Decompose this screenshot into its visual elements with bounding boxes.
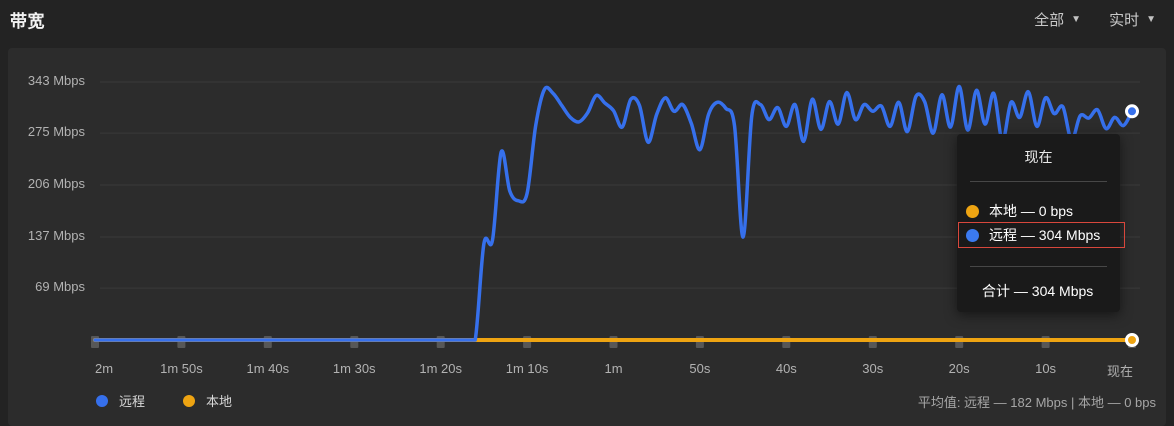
chart-legend: 远程 本地 (96, 391, 232, 410)
x-axis-label: 现在 (1106, 364, 1134, 379)
x-axis-label: 30s (862, 361, 884, 376)
y-axis-label: 206 Mbps (27, 176, 85, 191)
y-axis-label: 343 Mbps (27, 73, 85, 88)
hover-tooltip: 现在 本地 — 0 bps 远程 — 304 Mbps 合计 — 304 Mbps (957, 134, 1125, 312)
x-axis-label: 50s (689, 361, 711, 376)
tooltip-row-local: 本地 — 0 bps (957, 199, 1120, 223)
page-title: 带宽 (10, 12, 45, 31)
remote-dot-icon (966, 228, 979, 242)
filter-scope-dropdown[interactable]: 全部 ▼ (1034, 9, 1081, 30)
filter-scope-label: 全部 (1034, 12, 1065, 29)
legend-label: 本地 (206, 394, 233, 409)
tooltip-total: 合计 — 304 Mbps (982, 283, 1094, 299)
average-summary: 平均值: 远程 — 182 Mbps | 本地 — 0 bps (917, 395, 1156, 410)
y-axis-label: 137 Mbps (27, 228, 85, 243)
header-filters: 全部 ▼ 实时 ▼ (1034, 9, 1156, 30)
tooltip-row-remote: 远程 — 304 Mbps (957, 223, 1120, 247)
x-axis-label: 10s (1035, 361, 1057, 376)
tooltip-row-text: 远程 — 304 Mbps (989, 227, 1101, 243)
tooltip-rows: 本地 — 0 bps 远程 — 304 Mbps (957, 199, 1120, 247)
tooltip-title: 现在 (1024, 149, 1053, 165)
legend-item-local[interactable]: 本地 (183, 391, 232, 410)
x-axis-label: 1m 40s (246, 361, 290, 376)
x-axis-label: 1m 10s (505, 361, 549, 376)
tooltip-row-text: 本地 — 0 bps (989, 203, 1074, 219)
filter-interval-dropdown[interactable]: 实时 ▼ (1109, 9, 1156, 30)
x-axis-label: 2m (94, 361, 114, 376)
y-axis-label: 69 Mbps (35, 279, 85, 294)
x-axis-label: 20s (948, 361, 970, 376)
local-legend-dot-icon (183, 394, 196, 407)
x-axis-label: 40s (775, 361, 797, 376)
remote-legend-dot-icon (96, 394, 108, 407)
chevron-down-icon: ▼ (1146, 13, 1156, 25)
legend-item-remote[interactable]: 远程 (96, 391, 145, 410)
chevron-down-icon: ▼ (1071, 13, 1082, 25)
x-axis-label: 1m 30s (332, 361, 376, 376)
x-axis-label: 1m 50s (160, 361, 203, 376)
tooltip-divider (970, 266, 1107, 267)
y-axis-label: 275 Mbps (27, 124, 85, 139)
legend-label: 远程 (119, 394, 146, 409)
filter-interval-label: 实时 (1109, 12, 1140, 29)
x-axis-label: 1m 20s (419, 361, 462, 376)
tooltip-divider (970, 181, 1107, 182)
x-axis-label: 1m (604, 361, 623, 376)
local-dot-icon (966, 204, 979, 218)
